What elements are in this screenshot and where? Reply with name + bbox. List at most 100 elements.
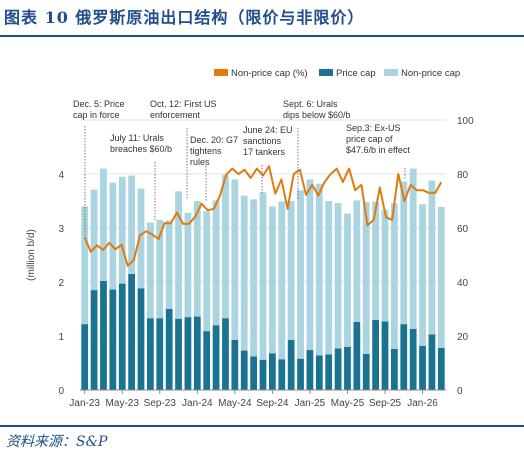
right-tick-label: 20 — [457, 332, 469, 343]
bar-price-cap — [269, 353, 276, 390]
left-tick-label: 2 — [58, 278, 64, 289]
right-tick-label: 40 — [457, 278, 469, 289]
bar-non-price-cap — [137, 188, 145, 289]
bar-price-cap — [203, 331, 211, 390]
annotation-text: tightens — [190, 146, 222, 156]
bar-non-price-cap — [128, 175, 135, 274]
bar-price-cap — [90, 290, 98, 390]
bar-non-price-cap — [100, 168, 107, 281]
legend-label: Price cap — [336, 68, 376, 79]
bar-non-price-cap — [409, 168, 417, 329]
left-axis-label: (million b/d) — [26, 229, 37, 281]
right-tick-label: 0 — [457, 386, 463, 397]
bar-price-cap — [128, 273, 135, 390]
bar-price-cap — [259, 359, 267, 390]
figure-title: 图表 10 俄罗斯原油出口结构（限价与非限价） — [4, 8, 365, 27]
crude-export-chart: 0 20 40 60 80 100 0 1 2 3 4 (million b/d) Jan-23 May-… — [26, 68, 474, 409]
annotation-text: Sep.3: Ex-US — [346, 123, 401, 133]
bar-non-price-cap — [212, 200, 220, 326]
bar-price-cap — [212, 325, 220, 390]
bar-price-cap — [391, 348, 398, 390]
bar-non-price-cap — [306, 179, 314, 351]
bar-price-cap — [297, 358, 304, 390]
bar-price-cap — [81, 324, 89, 390]
bar-price-cap — [278, 359, 286, 390]
right-tick-label: 100 — [457, 116, 474, 127]
x-tick-label: Jan-26 — [407, 398, 438, 409]
bar-non-price-cap — [231, 179, 239, 340]
axes: 0 20 40 60 80 100 0 1 2 3 4 (million b/d) Jan-23 May-… — [26, 116, 474, 409]
bar-price-cap — [334, 348, 342, 390]
bar-price-cap — [428, 334, 436, 390]
x-tick-label: Sep-23 — [144, 398, 177, 409]
annotation-text: July 11: Urals — [110, 133, 164, 143]
bar-price-cap — [315, 355, 323, 390]
annotation-text: $47.6/b in effect — [346, 145, 410, 155]
legend-label: Non-price cap — [401, 68, 460, 79]
bar-non-price-cap — [353, 200, 361, 322]
bar-non-price-cap — [269, 206, 276, 354]
bar-price-cap — [165, 309, 173, 390]
bar-non-price-cap — [184, 212, 192, 318]
annotation-text: cap in force — [73, 110, 120, 120]
bar-price-cap — [147, 318, 154, 390]
footer-rule — [0, 425, 524, 427]
source-note: 资料来源：S&P — [6, 434, 108, 450]
annotation-text: dips below $60/b — [283, 110, 351, 120]
bar-price-cap — [306, 350, 314, 390]
bar-price-cap — [437, 347, 445, 390]
x-tick-label: May-25 — [331, 398, 365, 409]
x-tick-label: Sep-25 — [369, 398, 402, 409]
bar-price-cap — [250, 356, 257, 390]
bar-non-price-cap — [344, 213, 351, 347]
bar-price-cap — [372, 319, 379, 390]
annotation-text: Dec. 20: G7 — [190, 135, 238, 145]
bar-non-price-cap — [278, 201, 286, 360]
left-tick-label: 3 — [58, 224, 64, 235]
legend-swatch — [214, 69, 228, 76]
bar-price-cap — [193, 316, 201, 390]
bar-price-cap — [409, 328, 417, 390]
non-price-cap-share-line — [83, 165, 443, 267]
bar-non-price-cap — [419, 204, 426, 346]
bar-non-price-cap — [325, 201, 333, 355]
bar-non-price-cap — [437, 206, 445, 348]
bar-price-cap — [240, 350, 248, 390]
annotation-text: breaches $60/b — [110, 144, 172, 154]
left-tick-label: 0 — [58, 386, 64, 397]
bar-non-price-cap — [90, 189, 98, 291]
bar-non-price-cap — [165, 220, 173, 309]
bar-non-price-cap — [147, 222, 154, 319]
title-rule — [0, 35, 524, 37]
x-tick-label: Jan-25 — [295, 398, 326, 409]
bars — [81, 168, 445, 390]
annotation-text: Oct. 12: First US — [150, 99, 217, 109]
bar-price-cap — [381, 321, 389, 390]
bar-price-cap — [118, 283, 126, 390]
bar-price-cap — [184, 317, 192, 390]
bar-non-price-cap — [362, 202, 370, 354]
bar-price-cap — [287, 339, 295, 390]
annotation-text: price cap of — [346, 134, 393, 144]
x-tick-label: Jan-23 — [69, 398, 100, 409]
bar-price-cap — [362, 353, 370, 390]
bar-non-price-cap — [250, 199, 257, 357]
x-tick-label: Sep-24 — [256, 398, 289, 409]
bar-non-price-cap — [315, 183, 323, 356]
annotation-text: Sept. 6: Urals — [283, 99, 338, 109]
legend-swatch — [384, 69, 398, 76]
bar-non-price-cap — [81, 206, 89, 325]
annotation-text: 17 tankers — [243, 147, 286, 157]
bar-non-price-cap — [428, 180, 436, 335]
bar-non-price-cap — [334, 203, 342, 349]
bar-price-cap — [353, 321, 361, 390]
bar-non-price-cap — [203, 211, 211, 332]
bar-non-price-cap — [193, 201, 201, 317]
bar-non-price-cap — [391, 203, 398, 349]
bar-price-cap — [156, 318, 164, 390]
bar-non-price-cap — [109, 182, 117, 290]
bar-non-price-cap — [175, 191, 182, 319]
annotation-text: June 24: EU — [243, 125, 293, 135]
bar-price-cap — [137, 288, 145, 390]
